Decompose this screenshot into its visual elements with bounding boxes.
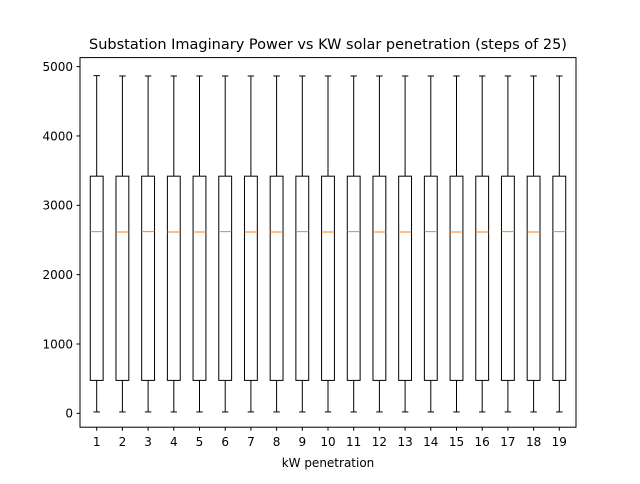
box-2 [115,75,130,413]
box-19 [552,75,567,413]
boxes-layer [89,75,567,413]
iqr-box [243,175,258,381]
box-5 [192,75,207,413]
box-15 [449,75,464,413]
x-tick-label: 14 [423,435,438,449]
iqr-box [346,175,361,381]
y-axis: 0 1000 2000 3000 4000 5000 [42,60,80,421]
box-9 [295,75,310,413]
x-axis-label: kW penetration [282,456,375,470]
x-tick-label: 12 [372,435,387,449]
box-11 [346,75,361,413]
box-7 [243,75,258,413]
iqr-box [552,175,567,381]
x-axis: 1 2 3 4 5 6 7 8 9 10 11 12 13 14 15 16 17 18 19 [93,427,567,449]
iqr-box [192,175,207,381]
box-13 [398,75,413,413]
iqr-box [166,175,181,381]
box-6 [218,75,233,413]
box-8 [269,75,284,413]
box-16 [475,75,490,413]
x-tick-label: 11 [346,435,361,449]
iqr-box [526,175,541,381]
x-tick-label: 16 [475,435,490,449]
x-tick-label: 10 [320,435,335,449]
iqr-box [423,175,438,381]
x-tick-label: 8 [273,435,281,449]
y-tick-label: 1000 [42,337,73,351]
box-10 [321,75,335,413]
x-tick-label: 2 [119,435,127,449]
x-tick-label: 3 [144,435,152,449]
y-tick-label: 0 [65,407,73,421]
box-18 [526,75,541,413]
x-tick-label: 9 [298,435,306,449]
iqr-box [398,175,413,381]
iqr-box [500,175,515,381]
box-1 [89,75,104,413]
iqr-box [115,175,130,381]
iqr-box [372,175,387,381]
x-tick-label: 17 [500,435,515,449]
x-tick-label: 6 [221,435,229,449]
iqr-box [295,175,310,381]
x-tick-label: 4 [170,435,178,449]
y-tick-label: 3000 [42,199,73,213]
box-17 [500,75,515,413]
box-12 [372,75,387,413]
x-tick-label: 15 [449,435,464,449]
y-tick-label: 4000 [42,129,73,143]
iqr-box [321,175,335,381]
iqr-box [475,175,490,381]
x-tick-label: 13 [397,435,412,449]
x-tick-label: 19 [552,435,567,449]
box-14 [423,75,438,413]
iqr-box [89,175,104,381]
iqr-box [218,175,233,381]
iqr-box [449,175,464,381]
y-tick-label: 5000 [42,60,73,74]
y-tick-label: 2000 [42,268,73,282]
x-tick-label: 7 [247,435,255,449]
box-4 [166,75,181,413]
iqr-box [269,175,284,381]
chart-title: Substation Imaginary Power vs KW solar p… [89,37,567,53]
box-3 [141,75,156,413]
x-tick-label: 5 [196,435,204,449]
x-tick-label: 18 [526,435,541,449]
x-tick-label: 1 [93,435,101,449]
iqr-box [141,175,156,381]
